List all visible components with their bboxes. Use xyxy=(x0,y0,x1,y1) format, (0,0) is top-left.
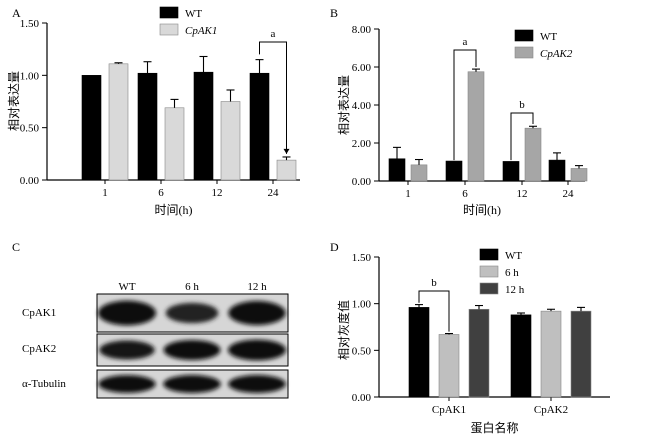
significance-bracket xyxy=(510,112,534,161)
legend-label-wt: WT xyxy=(540,31,557,43)
bar-12-h-cpak1 xyxy=(468,308,490,398)
x-tick-label: CpAK2 xyxy=(534,404,568,416)
legend-swatch-wt xyxy=(159,6,179,19)
legend-swatch-cpak1 xyxy=(159,23,179,36)
x-tick-label: 12 xyxy=(517,188,528,200)
legend-label-cpak1: CpAK1 xyxy=(185,25,217,37)
lane-label-12-h: 12 h xyxy=(247,281,267,293)
blot-band xyxy=(228,375,286,393)
x-axis-title: 时间(h) xyxy=(463,203,501,217)
significance-label: a xyxy=(271,28,276,40)
panel-b: B 0.00 2.00 4.00 6.00 8.00 1 6 12 24 a b WT CpAK2 相对表达… xyxy=(330,6,588,217)
y-axis-title: 相对表达量 xyxy=(7,71,21,131)
blot-row-label: α-Tubulin xyxy=(22,378,66,390)
legend-label-cpak2: CpAK2 xyxy=(540,48,573,60)
blot-band xyxy=(228,300,286,326)
y-tick-label: 0.00 xyxy=(352,176,372,188)
x-axis-title: 时间(h) xyxy=(155,203,193,217)
blot-band xyxy=(98,300,156,326)
x-axis-title: 蛋白名称 xyxy=(470,420,518,435)
y-tick-label: 4.00 xyxy=(352,100,372,112)
bar-6-h-cpak2 xyxy=(540,310,562,398)
significance-label: b xyxy=(431,277,437,289)
bar-wt-6 xyxy=(445,160,463,182)
bar-cpak2-24 xyxy=(570,168,588,182)
legend-swatch-12-h xyxy=(479,282,499,295)
panel-letter: D xyxy=(330,240,339,254)
bracket-arrowhead xyxy=(283,148,290,154)
legend-label-12-h: 12 h xyxy=(505,284,525,296)
x-tick-label: 6 xyxy=(462,188,468,200)
blot-band xyxy=(163,375,221,393)
blot-band xyxy=(99,340,155,360)
bar-cpak2-1 xyxy=(410,164,428,182)
bar-wt-24 xyxy=(249,72,270,181)
y-tick-label: 1.50 xyxy=(352,252,372,264)
y-tick-label: 0.50 xyxy=(352,345,372,357)
bar-12-h-cpak2 xyxy=(570,310,592,398)
y-axis-title: 相对表达量 xyxy=(337,75,351,135)
bar-wt-12 xyxy=(193,71,214,181)
blot-row-label: CpAK2 xyxy=(22,343,56,355)
y-tick-label: 0.00 xyxy=(20,175,40,187)
bar-cpak1-12 xyxy=(220,101,241,181)
bar-wt-1 xyxy=(388,158,406,182)
y-tick-label: 1.00 xyxy=(20,70,40,82)
legend-label-wt: WT xyxy=(185,8,202,20)
panel-c: C WT 6 h 12 h CpAK1 CpAK2 α-Tubulin xyxy=(12,240,289,399)
significance-bracket xyxy=(259,41,287,154)
legend-swatch-wt xyxy=(479,248,499,261)
legend-swatch-6-h xyxy=(479,265,499,278)
panel-letter: A xyxy=(12,6,21,20)
significance-bracket xyxy=(453,49,477,161)
panel-letter: C xyxy=(12,240,20,254)
blot-band xyxy=(228,339,286,361)
blot-row-label: CpAK1 xyxy=(22,307,56,319)
y-tick-label: 8.00 xyxy=(352,24,372,36)
y-tick-label: 2.00 xyxy=(352,138,372,150)
bar-cpak1-1 xyxy=(108,63,129,181)
panel-letter: B xyxy=(330,6,338,20)
bar-cpak1-24 xyxy=(276,159,297,181)
x-tick-label: 24 xyxy=(563,188,575,200)
bar-wt-cpak2 xyxy=(510,314,532,398)
lane-label-wt: WT xyxy=(118,281,135,293)
y-tick-label: 0.00 xyxy=(352,392,372,404)
lane-label-6-h: 6 h xyxy=(185,281,199,293)
legend-swatch-cpak2 xyxy=(514,46,534,59)
x-tick-label: CpAK1 xyxy=(432,404,466,416)
y-tick-label: 1.50 xyxy=(20,18,40,30)
bar-wt-12 xyxy=(502,161,520,182)
bar-cpak1-6 xyxy=(164,107,185,181)
bar-wt-6 xyxy=(137,72,158,181)
y-tick-label: 0.50 xyxy=(20,123,40,135)
x-tick-label: 6 xyxy=(158,187,164,199)
significance-bracket xyxy=(418,290,450,332)
x-tick-label: 24 xyxy=(268,187,280,199)
y-tick-label: 1.00 xyxy=(352,299,372,311)
blot-band xyxy=(163,339,221,361)
bar-wt-24 xyxy=(548,159,566,182)
x-tick-label: 1 xyxy=(405,188,411,200)
legend-label-6-h: 6 h xyxy=(505,267,519,279)
x-tick-label: 1 xyxy=(102,187,108,199)
blot-band xyxy=(98,375,156,393)
y-tick-label: 6.00 xyxy=(352,62,372,74)
blot-band xyxy=(165,302,219,324)
significance-label: b xyxy=(519,99,525,111)
bar-cpak2-12 xyxy=(524,127,542,182)
legend-label-wt: WT xyxy=(505,250,522,262)
bar-wt-cpak1 xyxy=(408,307,430,398)
x-tick-label: 12 xyxy=(212,187,223,199)
y-axis-title: 相对灰度值 xyxy=(336,300,351,360)
bar-wt-1 xyxy=(81,75,102,181)
significance-label: a xyxy=(463,36,468,48)
panel-d: D 0.00 0.50 1.00 1.50 CpAK1 CpAK2 b WT 6 h 12 h 相对灰… xyxy=(330,240,610,435)
bar-6-h-cpak1 xyxy=(438,334,460,398)
bar-cpak2-6 xyxy=(467,71,485,182)
legend-swatch-wt xyxy=(514,29,534,42)
panel-a: A 0.00 0.50 1.00 1.50 1 6 12 24 a WT CpAK1 相对表达量时间(h… xyxy=(7,6,300,217)
